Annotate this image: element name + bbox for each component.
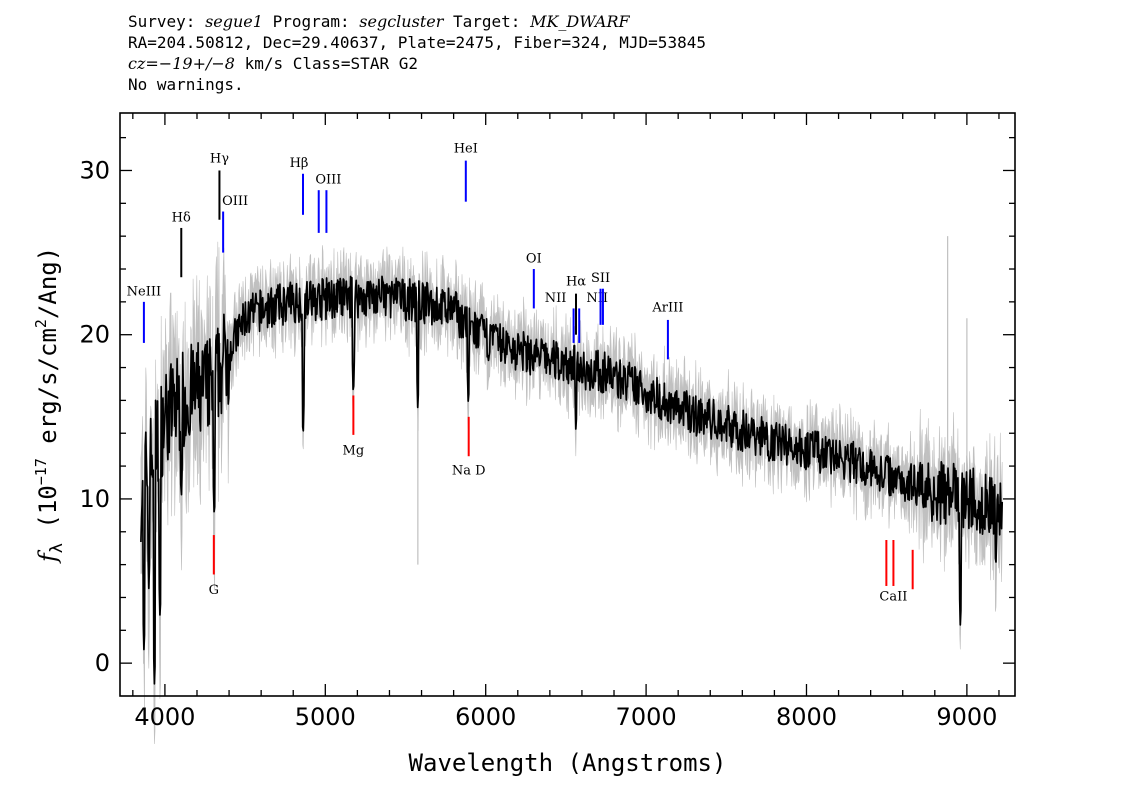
flux-series: [140, 275, 1004, 685]
spectral-line-label: ArIII: [651, 301, 683, 316]
spectral-line-label: Hα: [566, 274, 586, 289]
y-tick-label: 0: [95, 649, 110, 677]
x-tick-label: 5000: [295, 703, 356, 731]
program-value: segcluster: [359, 12, 444, 31]
header-line-2: RA=204.50812, Dec=29.40637, Plate=2475, …: [128, 33, 706, 52]
spectral-line-label: Hδ: [172, 210, 191, 225]
spectral-line-label: OI: [526, 251, 542, 266]
cz-value: −19+/−8: [158, 54, 235, 73]
x-tick-label: 9000: [936, 703, 997, 731]
spectral-line-label: OIII: [222, 194, 248, 209]
y-tick-label: 10: [79, 485, 110, 513]
y-label-exponent-2: 2: [32, 319, 50, 328]
plot-header: Survey: segue1 Program: segcluster Targe…: [128, 11, 706, 95]
spectral-line-label: NII: [586, 291, 608, 306]
spectral-line-label: NII: [545, 291, 567, 306]
y-label-end: /Ang): [34, 247, 62, 319]
cz-label: cz=: [128, 54, 159, 73]
y-label-units: erg/s/cm: [34, 328, 62, 458]
spectral-line-label: HeI: [454, 141, 478, 156]
y-label-exponent: −17: [32, 458, 50, 485]
spectral-line-label: CaII: [879, 590, 907, 605]
header-line-3: cz=−19+/−8 km/s Class=STAR G2: [128, 53, 706, 74]
spectral-line-label: SII: [591, 271, 610, 286]
axis-ticks: 4000 5000 6000 7000 8000 9000 0 10 20 30: [79, 113, 1015, 731]
program-label: Program:: [272, 12, 350, 31]
spectral-line-label: Mg: [343, 444, 365, 459]
header-line-4: No warnings.: [128, 75, 244, 94]
spectral-line-label: G: [209, 583, 219, 598]
y-label-sub: λ: [47, 543, 67, 553]
spectral-line-label: Hγ: [210, 151, 229, 166]
flux-line: [140, 275, 1004, 685]
header-line-1: Survey: segue1 Program: segcluster Targe…: [128, 11, 706, 32]
x-tick-label: 7000: [616, 703, 677, 731]
x-axis-label: Wavelength (Angstroms): [409, 749, 727, 777]
y-tick-label: 20: [79, 321, 110, 349]
spectral-line-label: Na D: [452, 463, 486, 478]
y-axis-label: fλ (10−17 erg/s/cm2/Ang): [32, 247, 67, 564]
cz-class-text: km/s Class=STAR G2: [234, 54, 418, 73]
plot-frame: [119, 112, 1016, 697]
spectral-line-label: OIII: [315, 173, 341, 188]
spectral-line-label: Hβ: [290, 156, 309, 171]
spectral-line-label: NeIII: [127, 284, 161, 299]
x-tick-label: 4000: [134, 703, 195, 731]
target-value: MK_DWARF: [530, 12, 630, 31]
survey-label: Survey:: [128, 12, 196, 31]
x-tick-label: 8000: [776, 703, 837, 731]
survey-value: segue1: [205, 12, 263, 31]
y-tick-label: 30: [79, 156, 110, 184]
y-label-rest: (10: [34, 485, 62, 543]
spectral-lines: NeIIIHδHγOIIIHβOIIIHeIOINIIHαNIISIIArIII…: [127, 141, 914, 605]
target-label: Target:: [453, 12, 521, 31]
x-tick-label: 6000: [455, 703, 516, 731]
